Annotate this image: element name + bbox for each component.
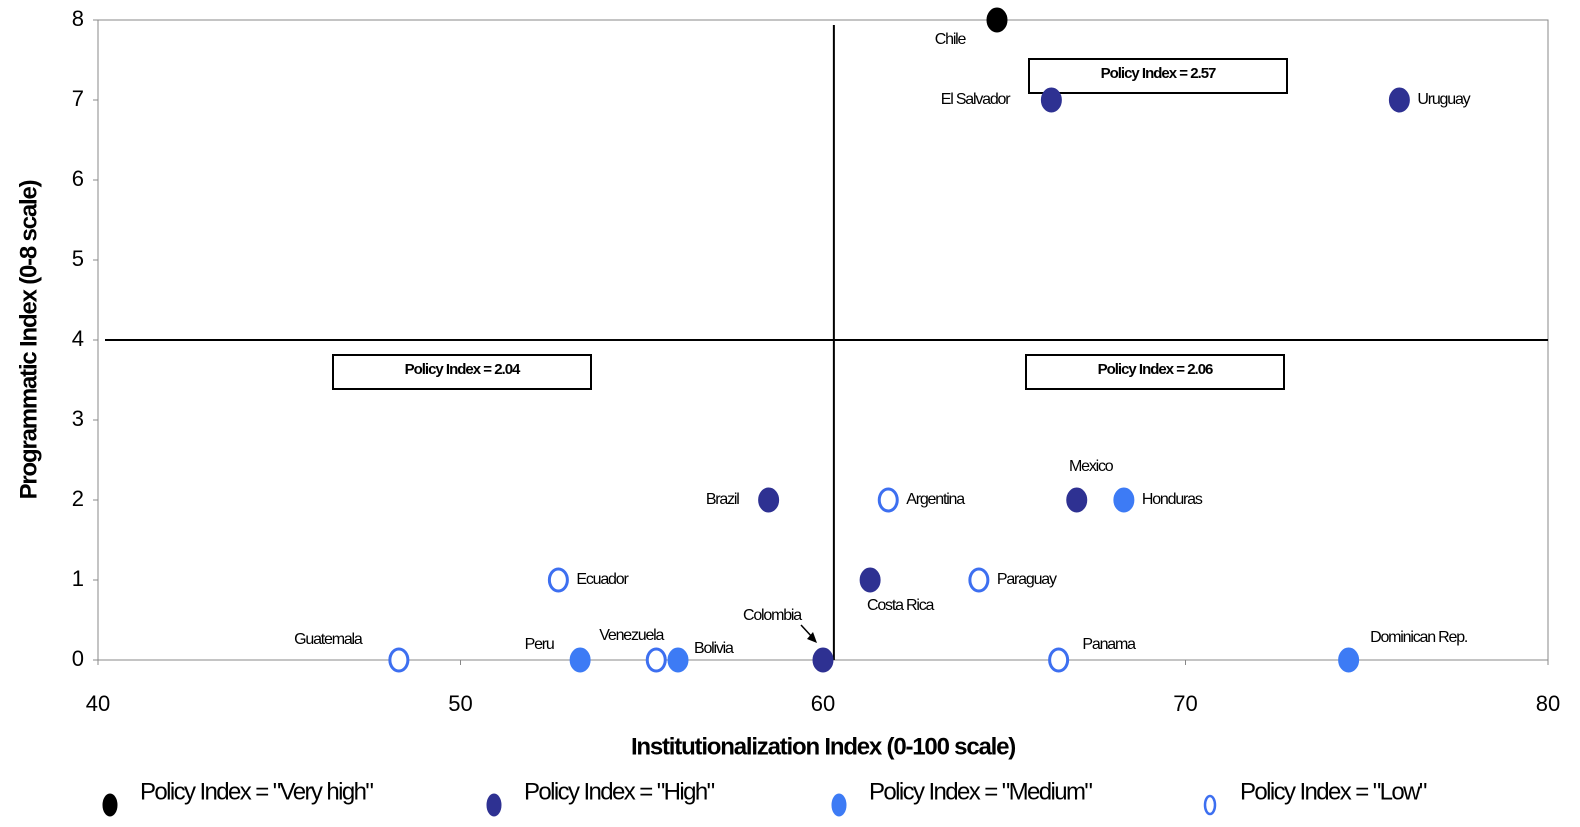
point-label: Honduras bbox=[1142, 491, 1203, 508]
y-tick-label: 0 bbox=[72, 646, 84, 671]
data-point bbox=[547, 567, 569, 593]
y-tick-label: 5 bbox=[72, 246, 84, 271]
y-tick-label: 1 bbox=[72, 566, 84, 591]
point-label: Panama bbox=[1082, 636, 1136, 653]
y-tick-label: 6 bbox=[72, 166, 84, 191]
point-label: Mexico bbox=[1069, 458, 1114, 475]
legend-label: Policy Index = "Medium" bbox=[869, 778, 1092, 805]
y-tick-label: 8 bbox=[72, 6, 84, 31]
x-tick-label: 70 bbox=[1173, 691, 1197, 716]
point-label: Bolivia bbox=[694, 640, 734, 657]
x-axis-title: Institutionalization Index (0-100 scale) bbox=[631, 733, 1015, 760]
y-tick-label: 4 bbox=[72, 326, 84, 351]
legend-marker bbox=[831, 793, 847, 817]
y-axis-title: Programmatic Index (0-8 scale) bbox=[15, 180, 42, 499]
legend-marker bbox=[486, 793, 502, 817]
point-label: Paraguay bbox=[997, 571, 1057, 588]
point-label: Venezuela bbox=[599, 627, 664, 644]
data-point bbox=[667, 647, 689, 673]
data-point bbox=[1048, 647, 1070, 673]
data-point bbox=[1388, 87, 1410, 113]
x-tick-label: 40 bbox=[86, 691, 110, 716]
point-label: Costa Rica bbox=[867, 597, 935, 614]
point-label: Guatemala bbox=[294, 631, 363, 648]
data-point bbox=[877, 487, 899, 513]
y-tick-label: 7 bbox=[72, 86, 84, 111]
annotation: Policy Index = 2.57 bbox=[1101, 65, 1216, 82]
data-point bbox=[388, 647, 410, 673]
legend-marker bbox=[102, 793, 118, 817]
point-label: Chile bbox=[935, 31, 967, 48]
y-tick-label: 3 bbox=[72, 406, 84, 431]
x-tick-label: 60 bbox=[811, 691, 835, 716]
data-point bbox=[812, 647, 834, 673]
annotation-box bbox=[332, 354, 592, 390]
data-point bbox=[645, 647, 667, 673]
point-label: Ecuador bbox=[576, 571, 629, 588]
legend-marker bbox=[1203, 794, 1217, 816]
x-tick-label: 80 bbox=[1536, 691, 1560, 716]
data-point bbox=[859, 567, 881, 593]
data-point bbox=[986, 7, 1008, 33]
point-label: Brazil bbox=[706, 491, 739, 508]
point-label: Colombia bbox=[743, 607, 802, 624]
point-label: El Salvador bbox=[941, 91, 1011, 108]
data-point bbox=[1040, 87, 1062, 113]
label-arrow-head bbox=[807, 632, 817, 643]
annotation-box bbox=[1025, 354, 1285, 390]
legend-label: Policy Index = "High" bbox=[524, 778, 715, 805]
point-label: Dominican Rep. bbox=[1370, 629, 1467, 646]
annotation: Policy Index = 2.06 bbox=[1098, 361, 1213, 378]
annotation-box bbox=[1028, 58, 1288, 94]
point-label: Peru bbox=[525, 636, 554, 653]
x-tick-label: 50 bbox=[448, 691, 472, 716]
data-point bbox=[968, 567, 990, 593]
point-label: Uruguay bbox=[1417, 91, 1470, 108]
data-point bbox=[1338, 647, 1360, 673]
annotation: Policy Index = 2.04 bbox=[405, 361, 521, 378]
y-tick-label: 2 bbox=[72, 486, 84, 511]
legend-label: Policy Index = "Very high" bbox=[140, 778, 373, 805]
legend-label: Policy Index = "Low" bbox=[1240, 778, 1427, 805]
data-point bbox=[1113, 487, 1135, 513]
point-label: Argentina bbox=[906, 491, 965, 508]
data-point bbox=[758, 487, 780, 513]
data-point bbox=[569, 647, 591, 673]
data-point bbox=[1066, 487, 1088, 513]
